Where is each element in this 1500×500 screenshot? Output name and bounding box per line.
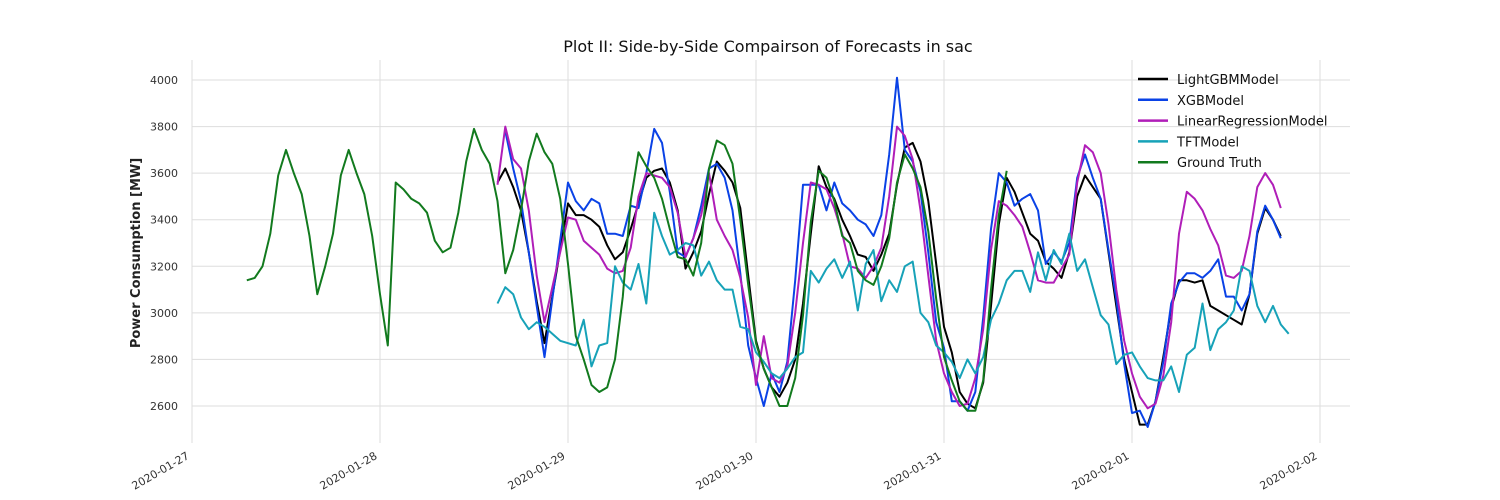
- legend-entry: LightGBMModel: [1177, 73, 1279, 88]
- y-tick-label: 4000: [150, 74, 178, 87]
- x-tick-label: 2020-01-30: [694, 449, 756, 492]
- x-tick-label: 2020-01-31: [882, 449, 944, 492]
- legend-entry: TFTModel: [1176, 135, 1239, 150]
- series-lines: [246, 76, 1290, 428]
- y-tick-label: 3800: [150, 121, 178, 134]
- legend-entry: LinearRegressionModel: [1177, 115, 1328, 130]
- x-tick-labels: 2020-01-27 2020-01-28 2020-01-29 2020-01-30…: [130, 449, 1320, 492]
- y-tick-label: 3400: [150, 214, 178, 227]
- series-line-lightgbmmodel: [496, 141, 1282, 426]
- series-line-ground-truth: [246, 127, 1008, 412]
- x-tick-label: 2020-01-27: [130, 449, 192, 492]
- y-tick-label: 3600: [150, 167, 178, 180]
- series-line-tftmodel: [496, 211, 1290, 393]
- y-tick-label: 2600: [150, 400, 178, 413]
- grid-lines: [191, 60, 1350, 443]
- legend-entry: Ground Truth: [1177, 156, 1262, 171]
- x-tick-label: 2020-02-02: [1258, 449, 1320, 492]
- x-tick-label: 2020-01-28: [318, 449, 380, 492]
- y-axis-label: Power Consumption [MW]: [129, 158, 144, 348]
- y-tick-labels: 2600 2800 3000 3200 3400 3600 3800 4000: [150, 74, 178, 413]
- x-tick-label: 2020-01-29: [506, 449, 568, 492]
- y-tick-label: 3200: [150, 260, 178, 273]
- chart-title: Plot II: Side-by-Side Compairson of Fore…: [563, 37, 972, 56]
- legend-entry: XGBModel: [1177, 94, 1244, 109]
- series-line-linearregressionmodel: [496, 125, 1282, 410]
- y-tick-label: 2800: [150, 353, 178, 366]
- y-tick-label: 3000: [150, 307, 178, 320]
- x-tick-label: 2020-02-01: [1070, 449, 1132, 492]
- legend: LightGBMModel XGBModel LinearRegressionMod…: [1138, 73, 1328, 171]
